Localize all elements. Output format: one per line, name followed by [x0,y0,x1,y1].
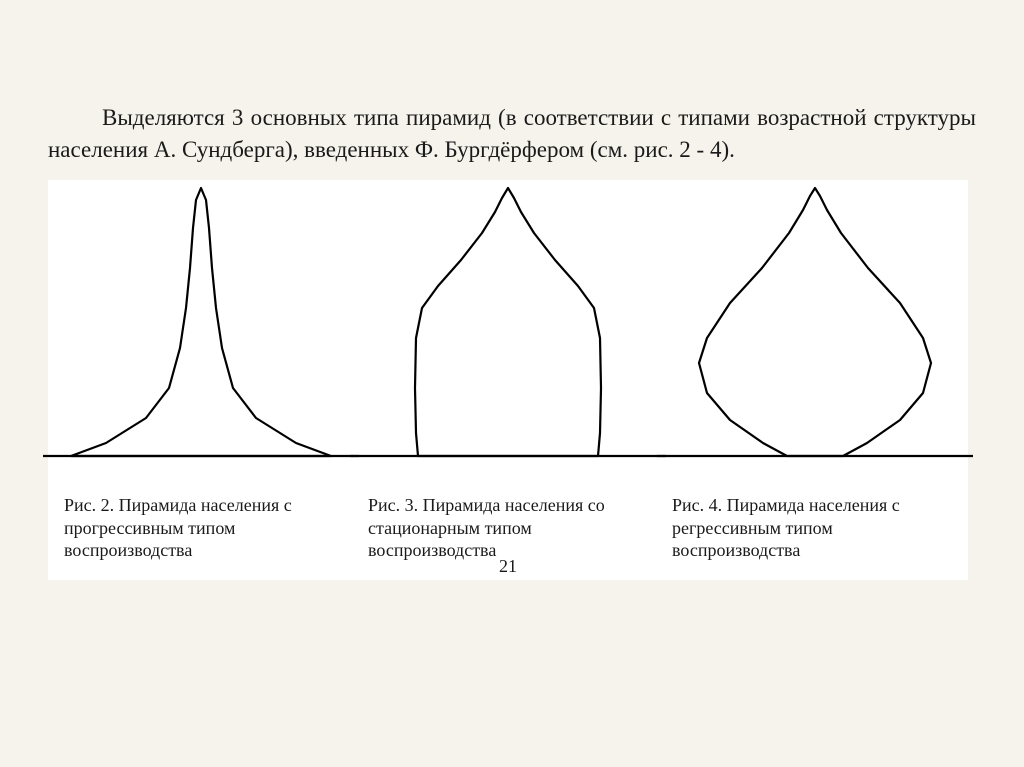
page: Выделяются 3 основных типа пирамид (в со… [0,0,1024,767]
caption-fig-3: Рис. 3. Пирамида насе­ления со стационар… [364,494,652,562]
figures-panel: Рис. 2. Пирамида насе­ления с прогрессив… [48,180,968,580]
figures-row [48,180,968,488]
figure-2 [61,188,341,488]
caption-fig-2: Рис. 2. Пирамида насе­ления с прогрессив… [60,494,348,562]
figure-3 [368,188,648,488]
intro-text: Выделяются 3 основных типа пирамид (в со… [48,102,976,166]
figure-4 [675,188,955,488]
captions-row: Рис. 2. Пирамида насе­ления с прогрессив… [48,488,968,562]
intro-paragraph: Выделяются 3 основных типа пирамид (в со… [48,102,976,166]
caption-fig-4: Рис. 4. Пирамида населе­ния с регрессивн… [668,494,956,562]
page-number: 21 [48,556,968,577]
figures-container: Рис. 2. Пирамида насе­ления с прогрессив… [48,180,976,580]
